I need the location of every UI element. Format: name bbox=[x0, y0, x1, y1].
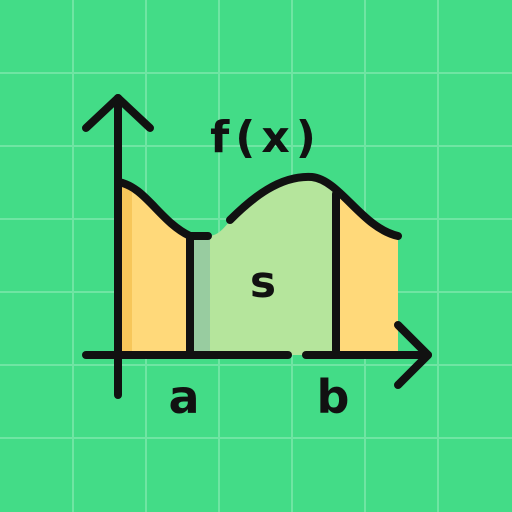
integral-area-shade bbox=[190, 236, 210, 355]
function-label: f(x) bbox=[210, 112, 322, 163]
graph-outlines bbox=[82, 94, 432, 399]
y-axis-arrowhead bbox=[82, 94, 154, 132]
function-curve-continued bbox=[226, 172, 402, 240]
integral-area bbox=[190, 176, 336, 355]
x-axis-arrowhead bbox=[394, 321, 432, 389]
upper-bound-label: b bbox=[317, 370, 350, 424]
area-label: s bbox=[250, 257, 276, 308]
lower-bound-label: a bbox=[168, 370, 199, 424]
